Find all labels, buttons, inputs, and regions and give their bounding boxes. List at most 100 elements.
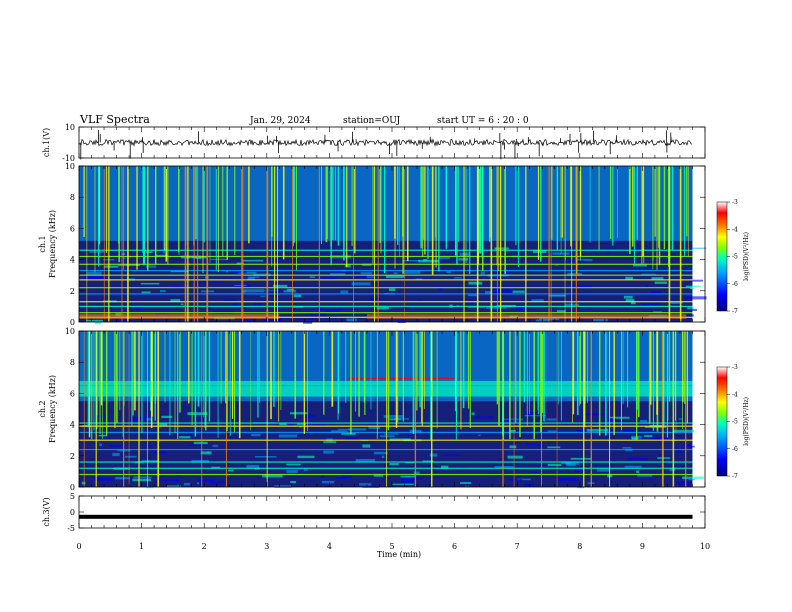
noise-patch (89, 251, 106, 253)
noise-patch (170, 299, 181, 302)
noise-patch (508, 478, 523, 481)
y-tick-label: 5 (70, 492, 75, 501)
noise-patch (676, 481, 692, 485)
noise-patch (480, 271, 485, 275)
noise-patch (507, 455, 523, 459)
noise-patch (444, 454, 460, 456)
noise-patch (388, 288, 396, 291)
low-freq-emission (366, 314, 687, 319)
noise-patch (373, 451, 388, 455)
noise-patch (682, 476, 704, 480)
noise-patch (403, 260, 420, 262)
noise-patch (81, 262, 86, 264)
noise-patch (624, 465, 642, 468)
noise-patch (262, 474, 283, 478)
y-axis-channel-label: ch.1 (38, 235, 47, 252)
noise-patch (685, 445, 695, 448)
noise-patch (330, 430, 348, 433)
noise-patch (413, 471, 420, 475)
noise-patch (471, 412, 475, 415)
noise-patch (112, 452, 120, 457)
noise-patch (654, 281, 667, 284)
noise-patch (132, 478, 151, 482)
colorbar-tick-label: -7 (732, 473, 738, 480)
noise-patch (441, 465, 449, 469)
freq-band (79, 287, 693, 289)
x-axis-label: Time (min) (377, 550, 421, 559)
noise-patch (676, 303, 680, 305)
noise-patch (526, 412, 537, 416)
noise-patch (585, 413, 604, 416)
noise-patch (192, 256, 207, 259)
y-tick-label: 10 (65, 162, 75, 171)
noise-patch (155, 312, 170, 316)
x-tick-label: 8 (577, 542, 582, 551)
noise-patch (278, 434, 298, 438)
y-tick-label: 0 (70, 508, 75, 517)
colorbar-gradient (716, 201, 728, 312)
spectrogram-empty-region (692, 166, 705, 322)
freq-band (79, 312, 693, 314)
noise-patch (232, 302, 239, 306)
noise-patch (653, 311, 662, 313)
noise-patch (228, 469, 234, 472)
colorbar-tick-label: -5 (732, 254, 738, 261)
noise-patch (265, 256, 287, 259)
noise-patch (379, 435, 395, 438)
noise-patch (246, 464, 260, 469)
y-tick-label: 2 (70, 452, 75, 461)
noise-patch (684, 444, 692, 446)
colorbar-label: log(PSD)(V²/Hz) (743, 232, 750, 281)
colorbar-tick-label: -6 (732, 446, 738, 453)
noise-patch (140, 282, 160, 285)
noise-patch (321, 480, 335, 484)
noise-patch (401, 477, 422, 480)
y-tick-label: 6 (70, 389, 75, 398)
noise-patch (81, 481, 86, 485)
noise-patch (524, 483, 535, 487)
noise-patch (632, 263, 647, 267)
noise-patch (658, 453, 662, 456)
y-axis-label: ch.3(V) (42, 497, 51, 526)
freq-band (79, 301, 693, 303)
y-tick-label: 4 (70, 256, 75, 265)
noise-patch (251, 434, 261, 437)
noise-patch (639, 419, 648, 423)
y-tick-label: 4 (70, 421, 75, 430)
noise-patch (460, 482, 472, 484)
noise-patch (494, 289, 514, 293)
colorbar-tick-label: -4 (732, 391, 738, 398)
noise-patch (191, 281, 210, 283)
noise-patch (141, 291, 151, 294)
freq-band (79, 422, 693, 424)
freq-band (79, 431, 693, 433)
noise-patch (200, 418, 207, 422)
noise-patch (159, 290, 166, 293)
noise-patch (688, 479, 695, 481)
ch3-waveform-panel: 5 0 -5 ch.3(V) (42, 492, 706, 533)
ch3-signal-line (79, 514, 693, 519)
freq-band (79, 425, 693, 427)
noise-patch (644, 435, 653, 437)
noise-patch (345, 437, 359, 441)
noise-patch (197, 482, 200, 485)
y-axis-label: Frequency (kHz) (48, 375, 57, 443)
noise-patch (465, 302, 474, 304)
noise-patch (631, 437, 639, 440)
noise-patch (402, 270, 421, 274)
colorbar-label: log(PSD)(V²/Hz) (743, 397, 750, 446)
noise-patch (239, 318, 257, 322)
noise-patch (95, 321, 101, 325)
noise-patch (329, 273, 346, 275)
noise-patch (423, 259, 428, 262)
noise-patch (118, 264, 140, 266)
noise-patch (484, 291, 492, 294)
freq-band (79, 269, 693, 272)
noise-patch (83, 276, 106, 280)
x-tick-label: 3 (264, 542, 269, 551)
noise-patch (692, 247, 707, 249)
noise-patch (83, 463, 90, 465)
noise-patch (400, 475, 416, 478)
noise-patch (570, 457, 592, 460)
noise-patch (531, 471, 538, 474)
